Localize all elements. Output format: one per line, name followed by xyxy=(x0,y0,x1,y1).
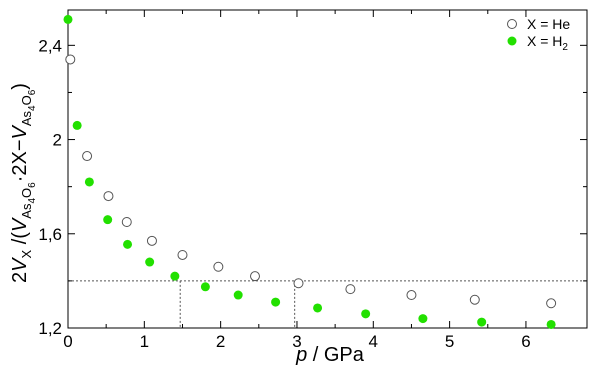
data-point-he xyxy=(177,249,188,260)
x-tick-label: 6 xyxy=(521,332,530,351)
x-tick-label: 3 xyxy=(292,332,301,351)
x-tick-label: 0 xyxy=(63,332,72,351)
y-tick-label: 2 xyxy=(53,131,62,150)
legend-he-label: X = He xyxy=(527,16,570,32)
y-tick-label: 2,4 xyxy=(38,36,62,55)
data-point-h2 xyxy=(546,319,556,329)
data-point-h2 xyxy=(63,14,73,24)
x-axis-label: p / GPa xyxy=(295,344,365,366)
data-point-h2 xyxy=(84,177,94,187)
legend-h2-marker xyxy=(507,36,517,46)
data-point-h2 xyxy=(103,215,113,225)
data-point-h2 xyxy=(170,271,180,281)
data-point-he xyxy=(121,217,132,227)
data-point-h2 xyxy=(145,257,155,267)
legend-h2-label: X = H2 xyxy=(527,33,568,53)
data-point-h2 xyxy=(123,239,133,249)
data-point-he xyxy=(293,278,304,289)
data-point-he xyxy=(65,54,76,65)
data-point-h2 xyxy=(233,290,243,300)
x-tick-label: 5 xyxy=(445,332,454,351)
x-tick-label: 2 xyxy=(216,332,225,351)
y-tick-label: 1,2 xyxy=(38,319,62,338)
x-tick-label: 4 xyxy=(369,332,378,351)
data-point-he xyxy=(103,191,114,202)
data-point-he xyxy=(82,151,93,162)
x-tick-label: 1 xyxy=(140,332,149,351)
data-point-h2 xyxy=(271,297,281,307)
data-point-he xyxy=(146,235,157,246)
data-point-h2 xyxy=(361,309,371,319)
data-point-he xyxy=(406,290,417,301)
y-axis-label: 2VX /(VAs4O6·2X−VAs4O6) xyxy=(9,83,38,283)
data-point-he xyxy=(345,284,356,295)
y-tick-label: 1,6 xyxy=(38,225,62,244)
plot-frame xyxy=(67,9,588,329)
data-point-h2 xyxy=(477,317,487,327)
data-point-he xyxy=(249,271,260,282)
data-point-h2 xyxy=(200,282,210,292)
data-point-h2 xyxy=(313,303,323,313)
legend: X = He X = H2 xyxy=(507,16,570,53)
data-point-h2 xyxy=(72,120,82,130)
legend-he-marker xyxy=(507,19,517,29)
data-point-h2 xyxy=(418,314,428,324)
data-point-he xyxy=(546,298,557,309)
data-point-he xyxy=(213,261,224,272)
data-point-he xyxy=(469,294,480,305)
